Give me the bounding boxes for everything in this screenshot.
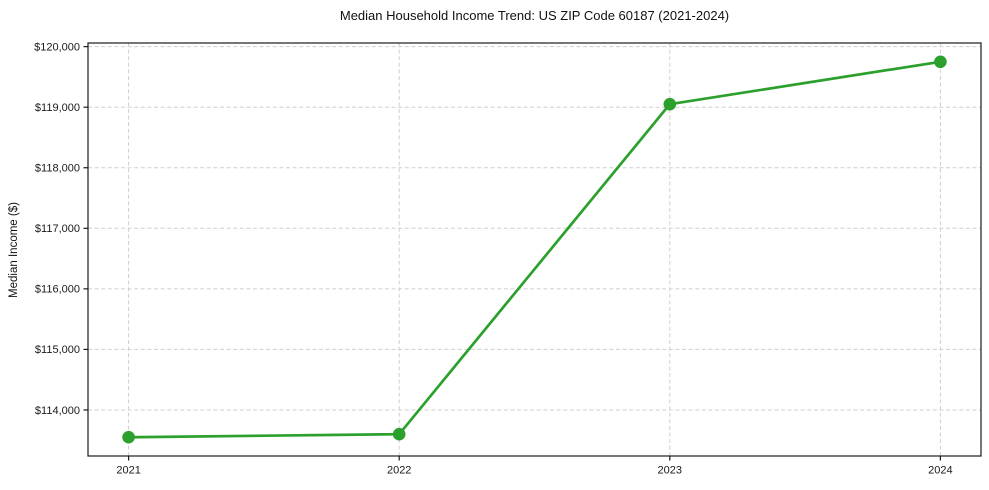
data-point-2024 <box>934 55 947 69</box>
y-tick-label: $116,000 <box>35 284 80 296</box>
y-tick-label: $118,000 <box>35 163 80 175</box>
y-tick-label: $120,000 <box>34 41 80 53</box>
x-tick-label: 2021 <box>116 465 140 477</box>
x-tick-label: 2023 <box>658 465 682 477</box>
y-tick-label: $117,000 <box>35 223 80 235</box>
y-tick-label: $115,000 <box>35 344 80 356</box>
y-tick-label: $119,000 <box>35 102 80 114</box>
y-tick-label: $114,000 <box>35 405 80 417</box>
data-point-2021 <box>122 430 135 444</box>
plot-border <box>87 42 982 457</box>
data-point-2023 <box>663 97 677 111</box>
x-tick-label: 2022 <box>387 465 411 477</box>
x-tick-label: 2024 <box>928 465 952 477</box>
chart-title: Median Household Income Trend: US ZIP Co… <box>339 8 730 23</box>
trend-line <box>127 60 942 439</box>
data-point-2022 <box>392 427 406 441</box>
